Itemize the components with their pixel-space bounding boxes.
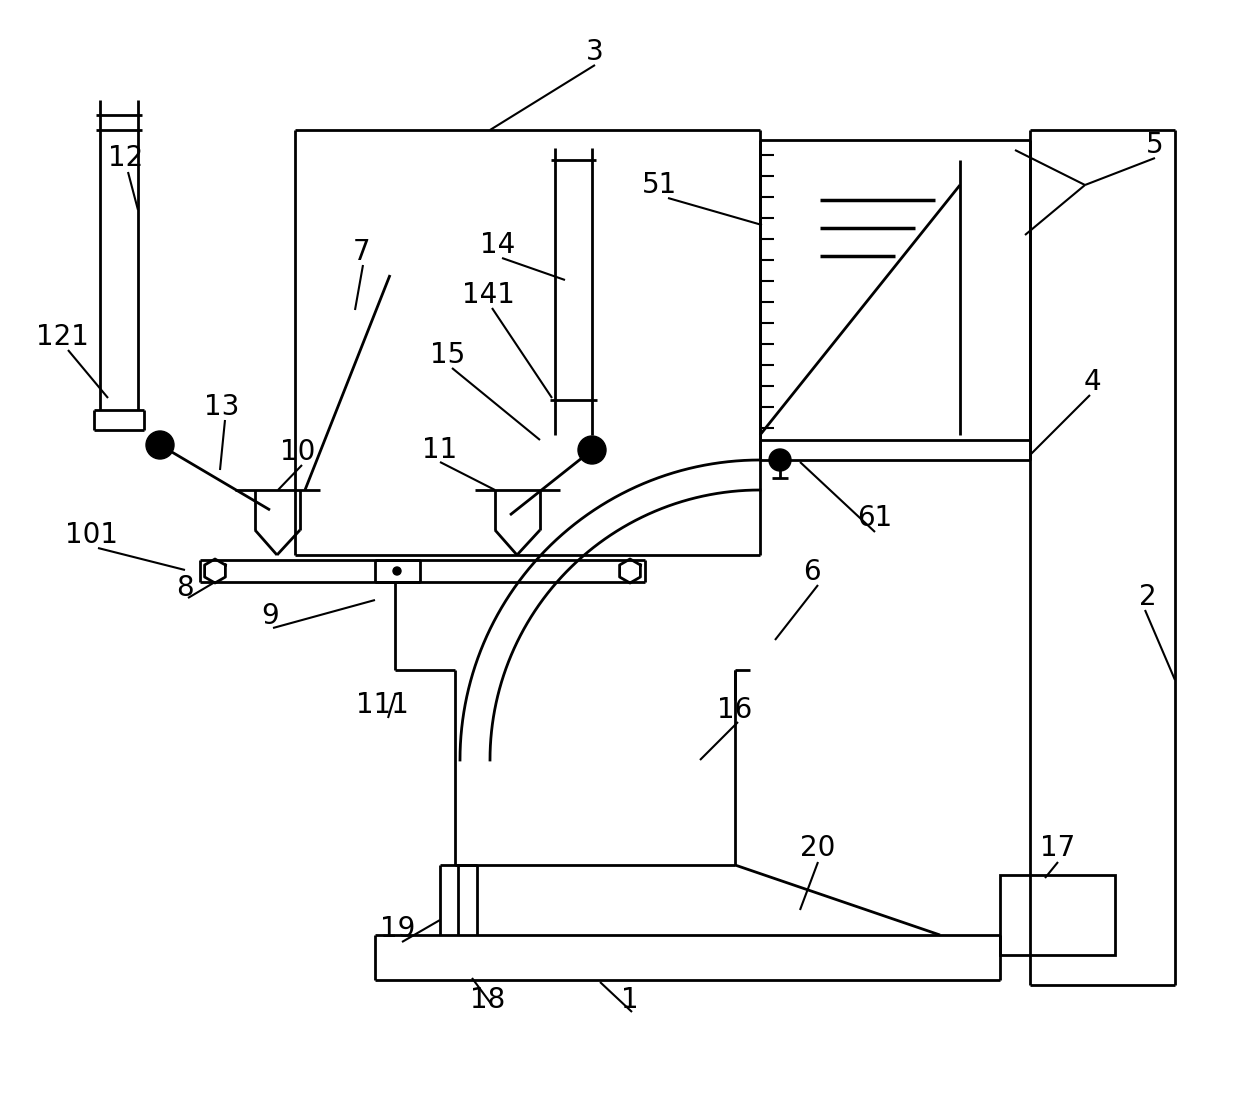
Text: 4: 4 xyxy=(1084,368,1101,396)
Text: 141: 141 xyxy=(461,281,515,309)
Text: 18: 18 xyxy=(470,986,506,1014)
Circle shape xyxy=(578,436,606,464)
Text: 2: 2 xyxy=(1140,582,1157,611)
Text: 12: 12 xyxy=(108,144,144,173)
Text: 15: 15 xyxy=(430,341,466,369)
Text: 9: 9 xyxy=(262,602,279,630)
Text: 8: 8 xyxy=(176,574,193,602)
Text: 5: 5 xyxy=(1146,131,1164,159)
Text: 19: 19 xyxy=(381,915,415,943)
Bar xyxy=(999,875,1115,955)
Text: 14: 14 xyxy=(480,231,516,259)
Text: 101: 101 xyxy=(66,521,119,550)
Circle shape xyxy=(146,431,174,459)
Text: 121: 121 xyxy=(36,323,88,351)
Text: 3: 3 xyxy=(587,38,604,66)
Text: 10: 10 xyxy=(280,439,316,466)
Text: 16: 16 xyxy=(718,696,753,724)
Circle shape xyxy=(769,449,791,471)
Text: 17: 17 xyxy=(1040,834,1075,862)
Text: 111: 111 xyxy=(356,691,408,719)
Text: 20: 20 xyxy=(800,834,836,862)
Text: 7: 7 xyxy=(353,238,371,266)
Text: 6: 6 xyxy=(804,558,821,586)
Text: 1: 1 xyxy=(621,986,639,1014)
Circle shape xyxy=(393,567,401,575)
Text: 51: 51 xyxy=(642,171,677,199)
Text: 11: 11 xyxy=(423,436,458,464)
Text: 61: 61 xyxy=(857,504,893,532)
Text: 13: 13 xyxy=(205,393,239,421)
